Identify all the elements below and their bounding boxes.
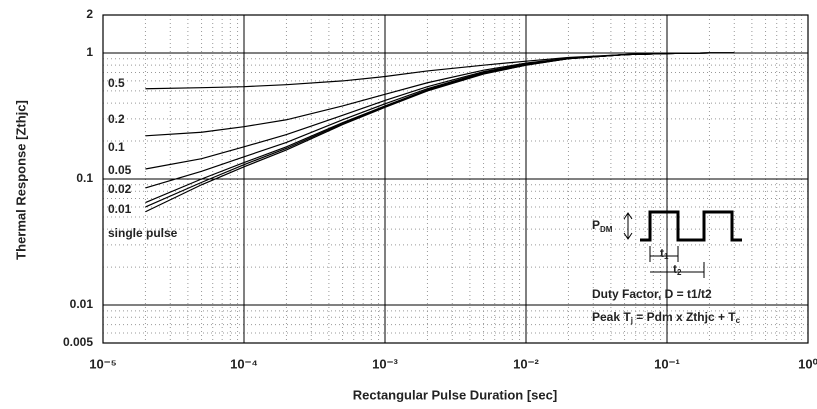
series-line xyxy=(145,52,735,208)
peak-text: Peak Tj = Pdm x Zthjc + Tc xyxy=(592,310,741,325)
t2-sub: 2 xyxy=(677,268,682,277)
y-tick-label: 1 xyxy=(86,45,93,59)
pdm-label: PDM xyxy=(592,218,613,234)
x-tick-label: 10⁻² xyxy=(513,356,539,371)
peak-d: c xyxy=(736,316,741,325)
x-axis-label: Rectangular Pulse Duration [sec] xyxy=(353,387,557,402)
series-label: 0.05 xyxy=(108,163,132,177)
series-line xyxy=(145,52,735,213)
series-label: 0.02 xyxy=(108,182,132,196)
y-tick-label: 2 xyxy=(86,7,93,21)
series-label: 0.5 xyxy=(108,76,125,90)
t1-label: t1 xyxy=(660,246,669,261)
pdm-sub: DM xyxy=(600,225,613,234)
y-tick-label: 0.1 xyxy=(76,171,93,185)
y-axis-label: Thermal Response [Zthjc] xyxy=(13,100,28,260)
peak-b: j xyxy=(630,316,633,325)
series-label: single pulse xyxy=(108,226,178,240)
x-tick-label: 10⁻³ xyxy=(372,356,398,371)
peak-c: = Pdm x Zthjc + T xyxy=(633,310,736,324)
pdm-arrow xyxy=(623,212,633,240)
t2-label: t2 xyxy=(673,262,682,277)
x-tick-label: 10⁻⁵ xyxy=(89,356,116,371)
duty-text: Duty Factor, D = t1/t2 xyxy=(592,287,712,301)
pdm: P xyxy=(592,218,600,232)
series-line xyxy=(145,52,735,170)
pulse-wave xyxy=(640,210,742,242)
series-label: 0.1 xyxy=(108,140,125,154)
x-tick-label: 10⁻¹ xyxy=(654,356,680,371)
t2: t xyxy=(673,262,677,276)
series-label: 0.2 xyxy=(108,112,125,126)
series-line xyxy=(145,52,735,189)
y-tick-label: 0.01 xyxy=(70,297,94,311)
t1: t xyxy=(660,246,664,260)
x-tick-label: 10⁻⁴ xyxy=(230,356,258,371)
y-tick-label: 0.005 xyxy=(63,335,93,349)
peak-a: Peak T xyxy=(592,310,631,324)
inset: PDM t1 t2 Duty Factor, D = t1/t2 Peak Tj… xyxy=(592,210,742,325)
time-arrows xyxy=(649,246,705,278)
x-tick-label: 10⁰ xyxy=(798,356,817,371)
series-label: 0.01 xyxy=(108,202,132,216)
t1-sub: 1 xyxy=(664,252,669,261)
